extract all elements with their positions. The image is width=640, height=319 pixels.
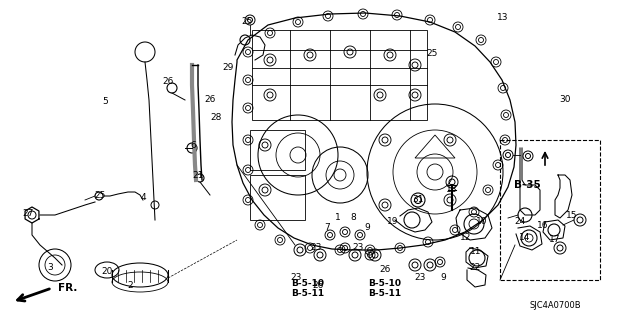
Text: 28: 28 (211, 114, 221, 122)
Bar (250, 175, 305, 220)
Text: 21: 21 (192, 170, 204, 180)
Text: 26: 26 (312, 281, 324, 291)
Text: 22: 22 (469, 263, 481, 272)
Text: 5: 5 (102, 98, 108, 107)
Text: 23: 23 (414, 273, 426, 283)
Text: 26: 26 (163, 78, 173, 86)
Text: 25: 25 (94, 190, 106, 199)
Text: 3: 3 (47, 263, 53, 272)
Text: B-5-11: B-5-11 (369, 288, 401, 298)
Text: 23: 23 (352, 243, 364, 253)
Text: 27: 27 (22, 209, 34, 218)
Text: 11: 11 (470, 248, 482, 256)
Text: 24: 24 (515, 218, 525, 226)
Text: 31: 31 (412, 196, 424, 204)
Text: 16: 16 (537, 220, 548, 229)
Text: 14: 14 (519, 234, 531, 242)
Text: 13: 13 (497, 13, 509, 23)
Bar (252, 30, 427, 120)
Text: 8: 8 (350, 213, 356, 222)
Text: B-5-10: B-5-10 (291, 279, 324, 288)
Text: 1: 1 (335, 213, 341, 222)
Text: 23: 23 (310, 243, 322, 253)
Text: 4: 4 (140, 194, 146, 203)
Text: B-5-11: B-5-11 (291, 288, 324, 298)
Text: 12: 12 (460, 234, 472, 242)
Text: B-5-10: B-5-10 (369, 279, 401, 288)
Text: 15: 15 (566, 211, 578, 219)
Text: 17: 17 (549, 235, 561, 244)
Text: 9: 9 (364, 224, 370, 233)
Text: B-35: B-35 (514, 180, 540, 190)
Text: 9: 9 (440, 273, 446, 283)
Bar (500, 140, 600, 280)
Text: 2: 2 (127, 280, 133, 290)
Bar (250, 130, 305, 170)
Text: 7: 7 (324, 224, 330, 233)
Text: 25: 25 (241, 18, 253, 26)
Text: 10: 10 (476, 218, 488, 226)
Text: 26: 26 (380, 265, 390, 275)
Text: SJC4A0700B: SJC4A0700B (529, 300, 581, 309)
Text: 26: 26 (204, 95, 216, 105)
Text: 30: 30 (559, 95, 571, 105)
Text: 25: 25 (426, 48, 438, 57)
Text: 6: 6 (190, 140, 196, 150)
Text: 29: 29 (222, 63, 234, 72)
Text: 20: 20 (101, 268, 113, 277)
Text: FR.: FR. (58, 283, 77, 293)
Text: 18: 18 (446, 186, 458, 195)
Text: 23: 23 (291, 273, 301, 283)
Text: 19: 19 (387, 218, 399, 226)
